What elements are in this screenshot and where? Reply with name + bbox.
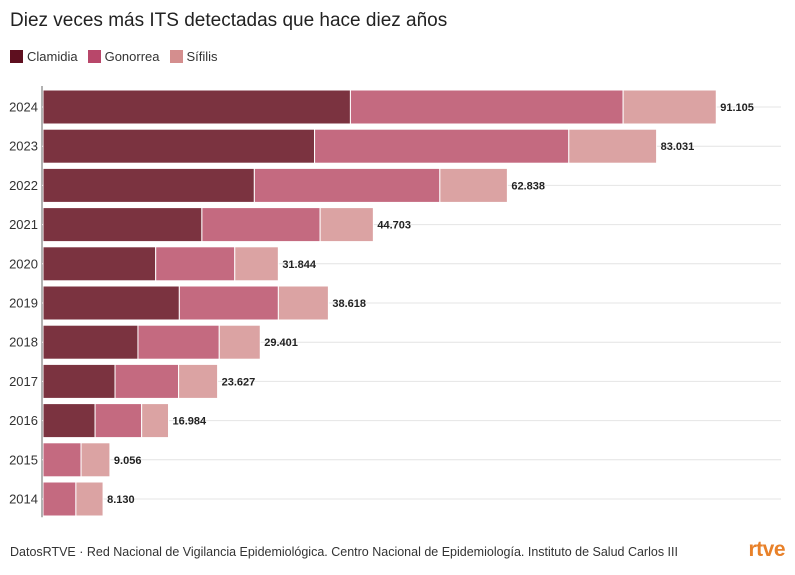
legend-label-gonorrea: Gonorrea — [104, 49, 160, 64]
total-label-2020: 31.844 — [282, 259, 317, 271]
total-label-2024: 91.105 — [720, 102, 754, 114]
bar-gonorrea-2019 — [178, 285, 279, 321]
y-tick-label-2021: 2021 — [9, 217, 38, 232]
bar-gonorrea-2017 — [114, 363, 180, 399]
bar-sifilis-2014 — [75, 481, 104, 517]
y-tick-label-2019: 2019 — [9, 296, 38, 311]
bar-clamidia-2022 — [42, 167, 255, 203]
legend-swatch-clamidia — [10, 50, 23, 63]
bar-sifilis-2021 — [319, 207, 374, 243]
total-label-2017: 23.627 — [222, 376, 256, 388]
bar-clamidia-2023 — [42, 128, 316, 164]
total-label-2022: 62.838 — [511, 180, 545, 192]
total-label-2019: 38.618 — [332, 298, 366, 310]
chart-title: Diez veces más ITS detectadas que hace d… — [10, 10, 448, 31]
total-label-2021: 44.703 — [377, 220, 411, 232]
bar-sifilis-2020 — [234, 246, 279, 282]
legend-swatch-sifilis — [169, 50, 183, 63]
bar-clamidia-2021 — [42, 207, 203, 243]
y-tick-label-2022: 2022 — [9, 178, 38, 193]
y-tick-label-2020: 2020 — [9, 256, 38, 271]
total-label-2023: 83.031 — [661, 141, 695, 153]
bar-gonorrea-2018 — [137, 324, 220, 360]
bar-gonorrea-2022 — [253, 167, 441, 203]
legend-label-clamidia: Clamidia — [27, 49, 78, 64]
bar-gonorrea-2015 — [42, 442, 82, 478]
y-tick-label-2024: 2024 — [9, 100, 38, 115]
bar-clamidia-2019 — [42, 285, 180, 321]
y-tick-label-2023: 2023 — [9, 139, 38, 154]
bar-gonorrea-2020 — [155, 246, 236, 282]
bar-clamidia-2020 — [42, 246, 157, 282]
total-label-2018: 29.401 — [264, 337, 298, 349]
legend-item-sifilis: Sífilis — [169, 49, 218, 64]
legend: Clamidia Gonorrea Sífilis — [10, 49, 218, 64]
y-tick-label-2015: 2015 — [9, 452, 38, 467]
bar-clamidia-2024 — [42, 89, 351, 125]
bar-clamidia-2018 — [42, 324, 139, 360]
legend-swatch-gonorrea — [87, 50, 101, 63]
total-label-2015: 9.056 — [114, 455, 142, 467]
bar-sifilis-2022 — [439, 167, 508, 203]
bar-gonorrea-2016 — [94, 403, 143, 439]
bar-sifilis-2023 — [568, 128, 658, 164]
rtve-logo: rtve — [748, 538, 785, 561]
bar-sifilis-2024 — [622, 89, 717, 125]
y-tick-label-2014: 2014 — [9, 492, 38, 507]
bar-gonorrea-2024 — [349, 89, 624, 125]
bar-sifilis-2015 — [80, 442, 111, 478]
legend-item-gonorrea: Gonorrea — [87, 49, 160, 64]
legend-item-clamidia: Clamidia — [10, 49, 78, 64]
bar-gonorrea-2014 — [42, 481, 77, 517]
bar-gonorrea-2021 — [201, 207, 321, 243]
bar-sifilis-2019 — [277, 285, 329, 321]
total-label-2014: 8.130 — [107, 494, 135, 506]
source-note: DatosRTVE · Red Nacional de Vigilancia E… — [10, 545, 678, 559]
total-label-2016: 16.984 — [173, 416, 208, 428]
legend-label-sifilis: Sífilis — [186, 49, 218, 64]
y-tick-label-2016: 2016 — [9, 413, 38, 428]
bar-sifilis-2018 — [218, 324, 261, 360]
bar-sifilis-2017 — [178, 363, 219, 399]
y-tick-label-2018: 2018 — [9, 335, 38, 350]
y-tick-label-2017: 2017 — [9, 374, 38, 389]
bar-clamidia-2016 — [42, 403, 96, 439]
bar-sifilis-2016 — [141, 403, 170, 439]
bar-gonorrea-2023 — [314, 128, 570, 164]
bar-clamidia-2017 — [42, 363, 116, 399]
